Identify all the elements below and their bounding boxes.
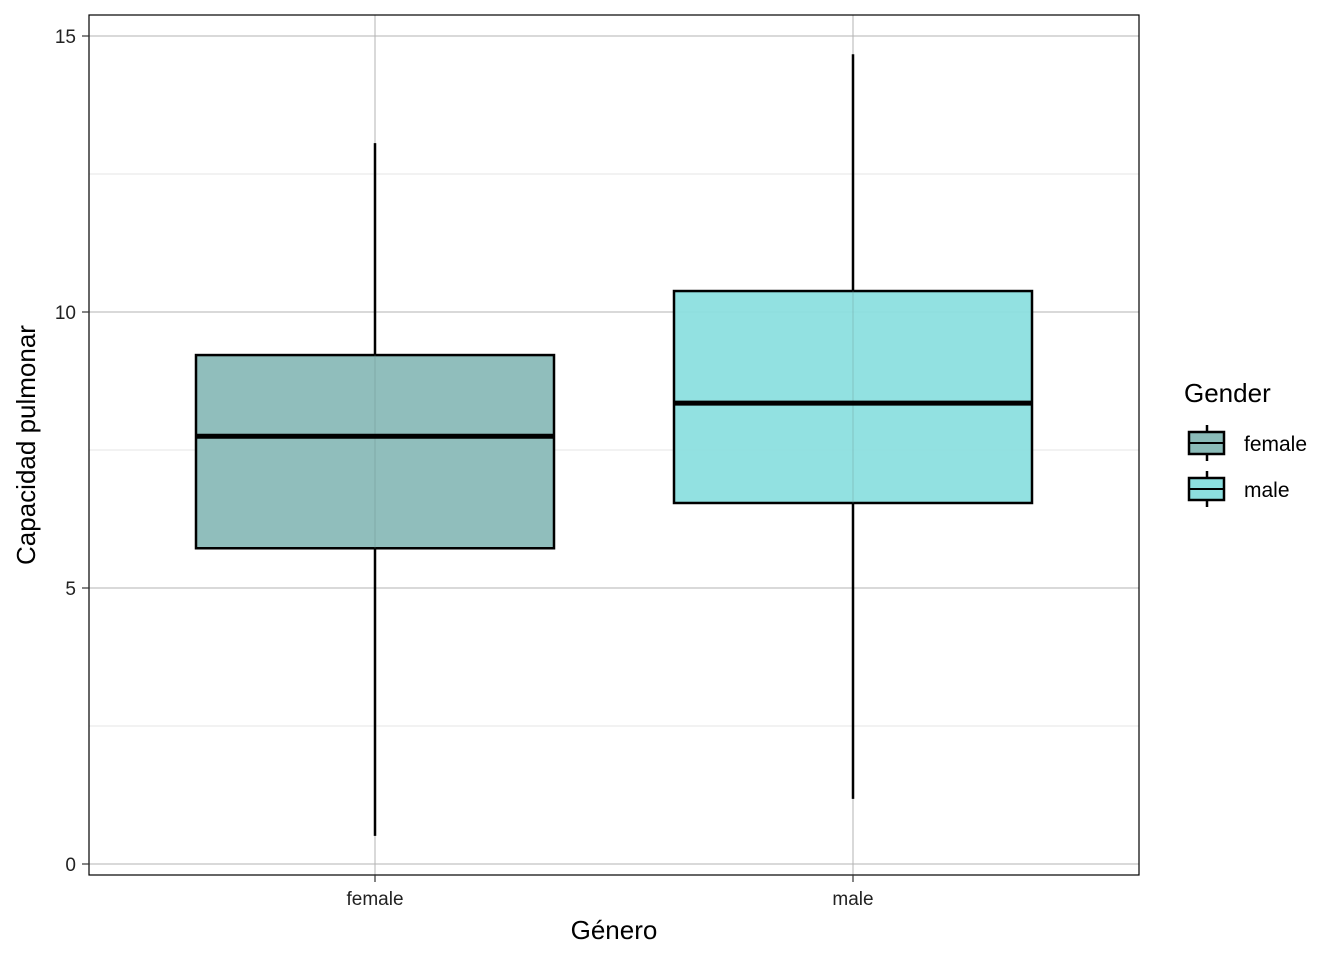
x-axis-title: Género <box>571 915 658 945</box>
legend-title: Gender <box>1184 378 1271 408</box>
y-tick-label: 10 <box>55 303 76 324</box>
x-tick-label: female <box>346 889 403 910</box>
y-axis-title: Capacidad pulmonar <box>11 325 41 565</box>
box-female <box>194 143 556 836</box>
legend-item-female: female <box>1187 425 1307 461</box>
box-iqr <box>194 353 556 550</box>
plot-panel-border <box>88 14 1140 876</box>
y-tick-label: 0 <box>65 855 76 876</box>
box-iqr <box>672 289 1034 505</box>
box-male <box>672 54 1034 799</box>
y-axis: 0 5 10 15 <box>55 27 89 876</box>
legend-item-male: male <box>1187 471 1290 507</box>
legend: Gender female male <box>1184 378 1307 507</box>
y-tick-label: 5 <box>65 579 76 600</box>
x-axis: female male <box>346 875 874 910</box>
boxes <box>194 54 1034 836</box>
legend-label: male <box>1244 479 1290 502</box>
y-tick-label: 15 <box>55 27 76 48</box>
x-tick-label: male <box>832 889 873 910</box>
legend-label: female <box>1244 433 1307 456</box>
